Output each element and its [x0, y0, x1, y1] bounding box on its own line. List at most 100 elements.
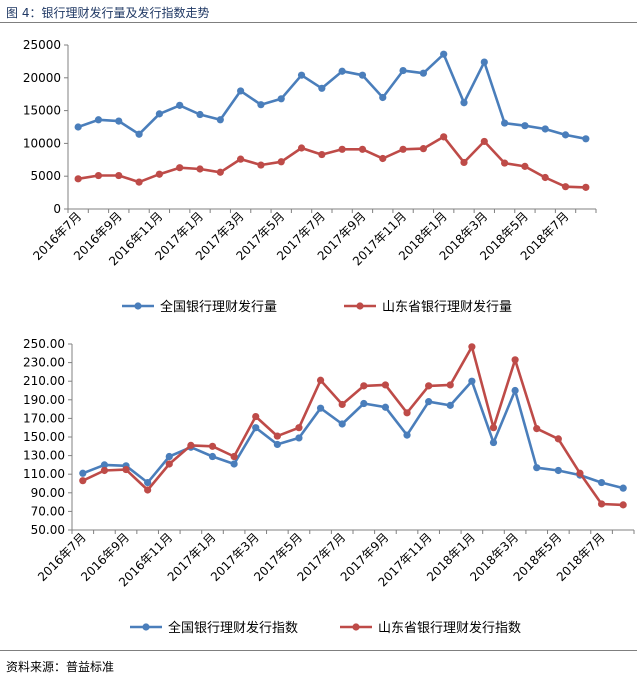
data-point-1 [257, 161, 265, 169]
data-point-0 [277, 95, 285, 103]
data-point-0 [338, 67, 346, 75]
data-point-1 [619, 501, 627, 509]
data-point-1 [381, 381, 390, 389]
data-point-0 [561, 131, 570, 139]
legend-swatch-marker-0 [142, 623, 150, 631]
data-point-1 [419, 145, 427, 153]
data-point-1 [460, 158, 468, 167]
data-point-1 [295, 424, 303, 432]
legend-label-1: 山东省银行理财发行指数 [378, 620, 521, 636]
y-tick-label: 0 [53, 202, 61, 216]
series-line-0 [77, 52, 587, 141]
y-tick-label: 70.00 [31, 504, 65, 518]
data-point-0 [358, 71, 367, 79]
data-point-0 [135, 130, 143, 138]
data-point-0 [480, 58, 488, 66]
data-point-1 [316, 376, 325, 384]
y-tick-label: 20000 [23, 71, 61, 85]
data-point-1 [196, 165, 204, 173]
data-point-1 [425, 382, 433, 390]
source-note: 资料来源：普益标准 [6, 660, 115, 674]
data-point-1 [521, 162, 529, 170]
data-point-1 [187, 441, 195, 449]
data-point-1 [208, 442, 217, 450]
data-point-1 [360, 382, 368, 390]
data-point-0 [399, 66, 407, 75]
legend-label-0: 全国银行理财发行指数 [168, 620, 298, 636]
data-point-1 [489, 424, 498, 432]
data-point-1 [144, 486, 152, 494]
data-point-1 [297, 144, 306, 152]
data-point-1 [379, 154, 387, 163]
data-point-0 [360, 399, 368, 408]
y-tick-label: 190.00 [23, 393, 65, 407]
legend-label-0: 全国银行理财发行量 [160, 299, 277, 315]
data-point-0 [403, 431, 411, 439]
legend-swatch-marker-1 [356, 302, 364, 310]
data-point-0 [379, 93, 387, 102]
data-point-1 [440, 133, 448, 141]
y-tick-label: 90.00 [31, 486, 65, 500]
y-tick-label: 250.00 [23, 337, 65, 351]
data-point-1 [541, 173, 549, 182]
data-point-0 [468, 377, 476, 385]
y-tick-label: 5000 [30, 169, 61, 183]
data-point-0 [316, 404, 325, 412]
data-point-0 [115, 117, 123, 125]
bottom-rule [0, 650, 637, 651]
data-point-1 [318, 150, 326, 159]
data-point-0 [144, 478, 152, 487]
data-point-0 [582, 135, 590, 143]
top-rule [0, 22, 637, 23]
data-point-1 [446, 381, 454, 389]
data-point-0 [237, 87, 245, 95]
data-point-1 [501, 159, 509, 167]
figure-title: 图 4：银行理财发行量及发行指数走势 [6, 6, 210, 20]
data-point-0 [460, 99, 468, 107]
data-point-0 [501, 119, 509, 127]
data-point-0 [554, 466, 562, 475]
legend-swatch-marker-1 [352, 623, 360, 631]
data-point-0 [489, 438, 498, 447]
data-point-1 [338, 400, 346, 409]
data-point-1 [176, 164, 184, 172]
y-tick-label: 15000 [23, 104, 61, 118]
data-point-0 [196, 110, 204, 119]
data-point-1 [597, 500, 606, 508]
data-point-1 [273, 432, 281, 440]
data-point-1 [403, 409, 411, 417]
data-point-0 [176, 101, 184, 109]
data-point-0 [79, 469, 87, 477]
data-point-0 [597, 478, 606, 487]
data-point-0 [165, 452, 173, 461]
data-point-0 [511, 386, 519, 395]
data-point-1 [230, 452, 238, 461]
data-point-1 [94, 171, 103, 180]
data-point-0 [252, 424, 260, 432]
data-point-1 [79, 477, 87, 485]
data-point-1 [468, 343, 476, 351]
data-point-1 [480, 137, 488, 146]
y-tick-label: 230.00 [23, 356, 65, 370]
y-tick-label: 150.00 [23, 430, 65, 444]
data-point-1 [338, 145, 346, 153]
data-point-0 [216, 116, 224, 124]
data-point-1 [216, 168, 224, 176]
data-point-1 [576, 469, 584, 477]
data-point-0 [297, 71, 306, 79]
data-point-1 [358, 145, 367, 153]
data-point-0 [94, 116, 103, 124]
data-point-1 [252, 412, 260, 421]
data-point-0 [155, 110, 163, 118]
data-point-1 [399, 145, 407, 153]
data-point-1 [277, 158, 285, 166]
y-tick-label: 110.00 [23, 467, 65, 481]
data-point-0 [541, 125, 549, 133]
series-line-0 [82, 379, 624, 490]
chart-issuance-index: 50.00 70.00 90.00 110.00 130.00 150.00 170.00 1… [23, 337, 635, 636]
data-point-1 [135, 178, 143, 186]
data-point-0 [257, 101, 265, 109]
data-point-1 [115, 171, 123, 180]
y-tick-label: 25000 [23, 38, 61, 52]
data-point-0 [619, 484, 627, 492]
